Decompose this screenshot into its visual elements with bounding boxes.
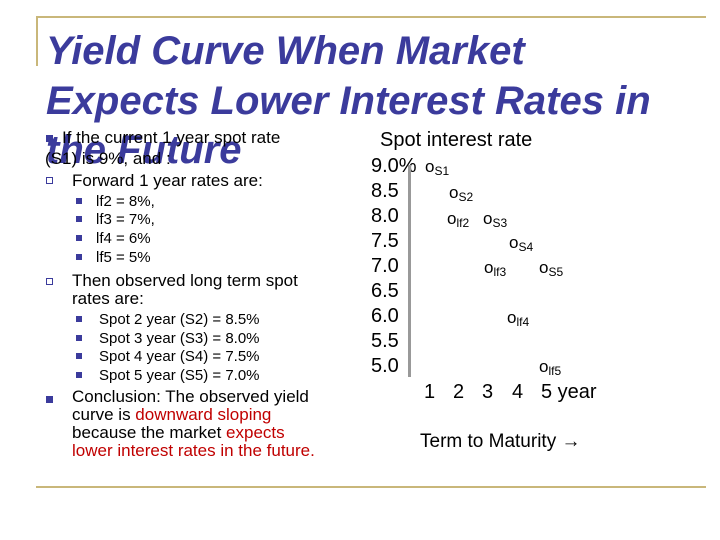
bullet-list: If the current 1 year spot rate (S1) is … xyxy=(45,128,315,460)
title-line-2: Expects Lower Interest Rates in xyxy=(46,79,651,123)
point-marker: o xyxy=(483,209,493,228)
bullet-square-icon xyxy=(76,216,82,222)
point-label: S3 xyxy=(492,216,508,230)
conclusion-line-3: because the market expects xyxy=(72,424,285,441)
spot-item: Spot 5 year (S5) = 7.0% xyxy=(99,367,260,384)
bullet-square-icon xyxy=(76,254,82,260)
point-marker: o xyxy=(539,357,549,376)
y-tick-label: 8.5 xyxy=(371,180,399,202)
forward-heading: Forward 1 year rates are: xyxy=(72,171,263,190)
y-tick-label: 8.0 xyxy=(371,205,399,227)
forward-item: lf3 = 7%, xyxy=(96,211,155,228)
point-marker: o xyxy=(509,233,519,252)
forward-point-lf2: olf2 xyxy=(447,210,469,229)
current-rate-line-2: (S1) is 9%, and : xyxy=(45,149,171,168)
point-label: S2 xyxy=(458,190,474,204)
forward-item: lf5 = 5% xyxy=(96,249,151,266)
bullet-square-icon xyxy=(76,335,82,341)
title-line-3: the Future xyxy=(46,128,242,172)
spot-point-s2: oS2 xyxy=(449,184,473,203)
point-label: S4 xyxy=(518,240,534,254)
spot-point-s3: oS3 xyxy=(483,210,507,229)
conclusion-emphasis: expects xyxy=(226,423,285,442)
point-label: S5 xyxy=(548,265,564,279)
forward-point-lf3: olf3 xyxy=(484,259,506,278)
point-label: lf2 xyxy=(456,216,470,230)
x-tick-label: 3 xyxy=(482,381,494,403)
y-axis-line xyxy=(408,165,411,377)
conclusion-text: because the market xyxy=(72,423,227,442)
bullet-box-icon xyxy=(46,177,53,184)
point-label: lf4 xyxy=(516,315,530,329)
observed-line-2: rates are: xyxy=(72,289,144,308)
bullet-square-icon xyxy=(76,372,82,378)
forward-point-lf5: olf5 xyxy=(539,358,561,377)
bullet-square-icon xyxy=(76,198,82,204)
spot-item: Spot 3 year (S3) = 8.0% xyxy=(99,330,260,347)
y-tick-label: 6.0 xyxy=(371,305,399,327)
point-label: S1 xyxy=(434,164,450,178)
point-marker: o xyxy=(447,209,457,228)
top-rule xyxy=(36,16,706,18)
point-marker: o xyxy=(449,183,459,202)
x-tick-label: 5 year xyxy=(541,381,597,403)
bullet-square-icon xyxy=(46,135,53,142)
current-rate-line-1: If the current 1 year spot rate xyxy=(62,128,281,147)
y-tick-label: 7.5 xyxy=(371,230,399,252)
chart-ylabel: Spot interest rate xyxy=(380,129,533,151)
bullet-box-icon xyxy=(46,278,53,285)
conclusion-emphasis: downward sloping xyxy=(135,405,272,424)
point-label: lf5 xyxy=(548,364,562,378)
bullet-square-icon xyxy=(76,353,82,359)
spot-point-s5: oS5 xyxy=(539,259,563,278)
forward-item: lf4 = 6% xyxy=(96,230,151,247)
bullet-square-icon xyxy=(76,316,82,322)
chart-xlabel: Term to Maturity → xyxy=(420,431,581,452)
y-tick-label: 5.0 xyxy=(371,355,399,377)
conclusion-text: curve is xyxy=(72,405,136,424)
spot-point-s4: oS4 xyxy=(509,234,533,253)
y-tick-label: 6.5 xyxy=(371,280,399,302)
y-tick-label: 5.5 xyxy=(371,330,399,352)
x-tick-label: 2 xyxy=(453,381,465,403)
observed-line-1: Then observed long term spot xyxy=(72,271,298,290)
bullet-square-icon xyxy=(76,235,82,241)
forward-point-lf4: olf4 xyxy=(507,309,529,328)
point-marker: o xyxy=(539,258,549,277)
spot-item: Spot 4 year (S4) = 7.5% xyxy=(99,348,260,365)
y-tick-label: 9.0% xyxy=(371,155,417,177)
bullet-square-icon xyxy=(46,396,53,403)
spot-item: Spot 2 year (S2) = 8.5% xyxy=(99,311,260,328)
forward-item: lf2 = 8%, xyxy=(96,193,155,210)
bottom-rule xyxy=(36,486,706,488)
conclusion-line-4: lower interest rates in the future. xyxy=(72,441,315,460)
x-tick-label: 4 xyxy=(512,381,524,403)
conclusion-line-2: curve is downward sloping xyxy=(72,406,271,423)
point-marker: o xyxy=(484,258,494,277)
y-tick-label: 7.0 xyxy=(371,255,399,277)
x-tick-label: 1 xyxy=(424,381,436,403)
conclusion-line-1: Conclusion: The observed yield xyxy=(72,387,309,406)
point-marker: o xyxy=(507,308,517,327)
point-label: lf3 xyxy=(493,265,507,279)
point-marker: o xyxy=(425,157,435,176)
spot-point-s1: oS1 xyxy=(425,158,449,177)
left-rule xyxy=(36,16,38,66)
title-line-1: Yield Curve When Market xyxy=(46,29,525,73)
